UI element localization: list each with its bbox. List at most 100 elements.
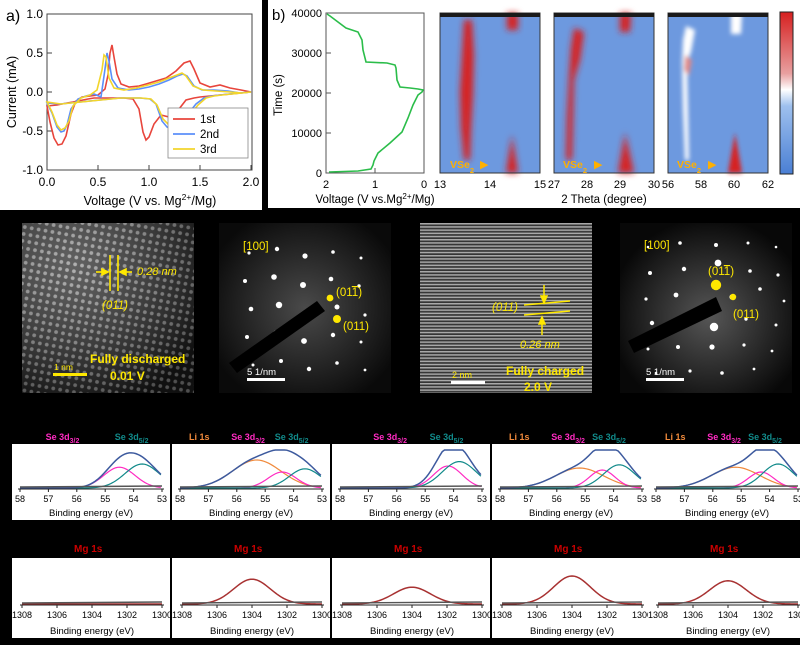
xps-mg1s-svg-3: 1308 1306 1304 1302 1300 Binding energy (eV) [332,586,490,637]
xps-mg1s-label-5: Mg 1s [710,544,739,555]
saed-2-label-011bar: (011) [708,266,734,278]
xps-se3d-xtick-label: 54 [289,494,299,504]
xps-se3d-xtick-label: 54 [129,494,139,504]
hm2-annotation: VSe2 [563,159,587,175]
xps-se3d-panel-4: 58 57 56 55 54 53 Binding energy (eV) [492,444,650,520]
saed-1-beamstop [229,301,325,373]
xps-mg1s-xlabel-4: Binding energy (eV) [530,626,614,637]
svg-text:-0.5: -0.5 [22,124,43,138]
heatmap-1-features [460,13,518,173]
tem-panel-hrtem-discharged: 0.28 nm (011) Fully discharged 0.01 V 1 … [22,223,194,393]
heatmap-panel-2: 27 28 29 30 VSe2 ▶ [548,12,660,191]
hrtem-2-plane-label: (011) [492,302,518,314]
xps-se3d-component-5-3 [656,463,798,489]
xps-se3d-xtick-label: 53 [793,494,800,504]
xps-mg1s-panel-5: 1308 1306 1304 1302 1300 Binding energy (eV) [648,558,800,638]
panel-b-svg: 2 1 0 0 10000 20000 30000 40000 Time (s) Volt… [273,8,794,206]
cv-ytick-labels: -1.0 -0.5 0.0 0.5 1.0 [22,7,43,177]
hm3-annotation: VSe2 [677,159,701,175]
hm3-arrow-icon: ▶ [708,159,717,171]
xps-se3d-label-5-1: Li 1s [664,432,686,442]
xps-mg1s-curve-4 [501,575,643,605]
saed-2-spots [644,241,786,375]
xps-mg1s-xtick-label: 1304 [718,610,738,620]
xps-mg1s-svg-2: 1308 1306 1304 1302 1300 Binding energy (eV) [172,578,330,637]
svg-text:56: 56 [662,179,674,191]
xps-mg1s-xtick-label: 1300 [632,610,650,620]
svg-text:10000: 10000 [291,128,322,140]
heatmap-panel-3: 56 58 60 62 VSe2 ▶ [662,12,774,191]
xps-mg1s-baseline-5 [657,601,799,604]
xps-mg1s-xtick-label: 1308 [172,610,192,620]
xps-mg1s-xtick-label: 1308 [492,610,512,620]
svg-text:13: 13 [434,179,446,191]
xps-se3d-xtick-label: 57 [679,494,689,504]
xps-se3d-xtick-label: 58 [495,494,505,504]
xps-mg1s-panel-3: 1308 1306 1304 1302 1300 Binding energy (eV) [332,558,490,638]
saed-1-zone-axis: [100] [243,241,269,253]
saed-2-beamstop [628,297,722,353]
xps-mg1s-xtick-label: 1300 [152,610,170,620]
xps-mg1s-svg-1: 1308 1306 1304 1302 1300 Binding energy (eV) [12,601,170,637]
xps-se3d-xtick-label: 53 [317,494,327,504]
xps-se3d-label-2-3: Se 3d5/2 [274,432,309,445]
xps-se3d-baseline-3 [339,485,483,488]
xps-mg1s-label-4: Mg 1s [554,544,583,555]
xps-se3d-xtick-label: 55 [736,494,746,504]
colorbar [779,11,794,175]
xps-se3d-xtick-label: 54 [609,494,619,504]
hrtem-2-spacing-label: 0.26 nm [520,339,560,351]
xps-mg1s-xlabel-3: Binding energy (eV) [370,626,454,637]
xps-mg1s-xtick-label: 1302 [597,610,617,620]
saed-2-svg: (011) (011) [100] 5 1/nm [620,223,792,393]
saed-1-label-011bar: (011) [336,287,362,299]
xps-se3d-baseline-5 [655,485,799,488]
xps-se3d-xtick-label: 56 [72,494,82,504]
hrtem-1-state-line1: Fully discharged [90,352,185,366]
xps-se3d-label-1-2: Se 3d5/2 [114,432,149,445]
voltage-profile-curve [326,13,425,173]
figure-row-tem: 0.28 nm (011) Fully discharged 0.01 V 1 … [0,215,800,395]
xps-se3d-svg-4: 58 57 56 55 54 53 Binding energy (eV) [495,449,647,519]
vt-ytick-labels: 0 10000 20000 30000 40000 [291,8,322,180]
hrtem-1-dspacing-marker [96,255,132,291]
xps-se3d-xtick-label: 56 [392,494,402,504]
hm2-xtick-labels: 27 28 29 30 [548,179,660,191]
hm2-arrow-icon: ▶ [594,159,603,171]
figure-row-top: a) 0.0 0.5 1.0 1.5 [0,0,800,210]
xps-mg1s-curve-2 [182,578,322,605]
saed-2-spot-011bar-marker [710,279,722,291]
xps-se3d-svg-1: 58 57 56 55 54 53 Binding energy (eV) [15,452,167,519]
hrtem-2-state-line2: 2.0 V [524,380,552,393]
xps-mg1s-label-2: Mg 1s [234,544,263,555]
svg-text:2.0: 2.0 [243,175,260,189]
xps-se3d-xtick-label: 58 [175,494,185,504]
figure-row-xps-se3d: Se 3d3/2 Se 3d5/2 58 57 56 55 54 53 Binding ener… [0,430,800,520]
xps-se3d-label-3-1: Se 3d3/2 [373,432,408,445]
xps-mg1s-curve-5 [658,580,798,605]
xps-mg1s-xtick-label: 1300 [788,610,800,620]
hrtem-1-scalebar-label: 1 nm [54,362,73,372]
xps-se3d-component-3-2 [340,461,482,489]
xps-mg1s-baseline-3 [341,601,483,604]
xps-se3d-label-5-2: Se 3d3/2 [707,432,741,445]
xps-se3d-component-4-3 [500,464,642,489]
svg-text:28: 28 [581,179,593,191]
panel-a-cv-plot: a) 0.0 0.5 1.0 1.5 [0,0,262,210]
xps-mg1s-panel-1: 1308 1306 1304 1302 1300 Binding energy (eV) [12,558,170,638]
svg-text:0.5: 0.5 [26,46,43,60]
svg-text:40000: 40000 [291,8,322,20]
svg-text:0.0: 0.0 [26,85,43,99]
xps-mg1s-svg-5: 1308 1306 1304 1302 1300 Binding energy (eV) [648,580,800,637]
cv-legend-label-3: 3rd [200,144,217,156]
heatmap-2-features [566,13,634,173]
xps-se3d-envelope-2 [179,449,322,489]
xps-se3d-component-5-1 [655,466,797,489]
hrtem-1-plane-label: (011) [102,300,128,312]
xps-se3d-label-4-3: Se 3d5/2 [592,432,626,445]
xps-se3d-xtick-label: 58 [651,494,661,504]
xps-se3d-label-2-2: Se 3d3/2 [231,432,265,445]
xps-se3d-envelope-3 [340,449,482,489]
xps-mg1s-xtick-label: 1302 [117,610,137,620]
